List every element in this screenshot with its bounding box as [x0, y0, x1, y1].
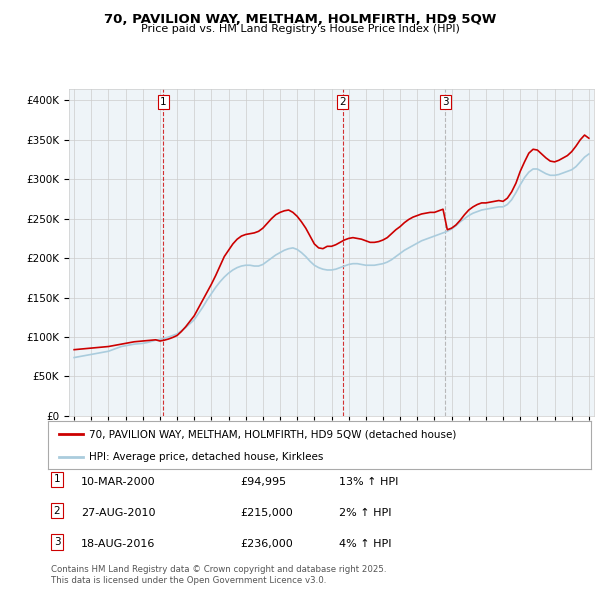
Text: 70, PAVILION WAY, MELTHAM, HOLMFIRTH, HD9 5QW (detached house): 70, PAVILION WAY, MELTHAM, HOLMFIRTH, HD…: [89, 429, 456, 439]
Text: Contains HM Land Registry data © Crown copyright and database right 2025.
This d: Contains HM Land Registry data © Crown c…: [51, 565, 386, 585]
Text: 10-MAR-2000: 10-MAR-2000: [81, 477, 155, 487]
Text: £236,000: £236,000: [240, 539, 293, 549]
Text: 13% ↑ HPI: 13% ↑ HPI: [339, 477, 398, 487]
Text: 3: 3: [53, 537, 61, 547]
Text: 27-AUG-2010: 27-AUG-2010: [81, 508, 155, 518]
Text: £215,000: £215,000: [240, 508, 293, 518]
Text: 18-AUG-2016: 18-AUG-2016: [81, 539, 155, 549]
Text: 4% ↑ HPI: 4% ↑ HPI: [339, 539, 391, 549]
Text: Price paid vs. HM Land Registry's House Price Index (HPI): Price paid vs. HM Land Registry's House …: [140, 24, 460, 34]
Text: 2% ↑ HPI: 2% ↑ HPI: [339, 508, 391, 518]
Text: £94,995: £94,995: [240, 477, 286, 487]
Text: 1: 1: [160, 97, 167, 107]
Text: 2: 2: [53, 506, 61, 516]
Text: 1: 1: [53, 474, 61, 484]
Text: 3: 3: [442, 97, 449, 107]
Text: 70, PAVILION WAY, MELTHAM, HOLMFIRTH, HD9 5QW: 70, PAVILION WAY, MELTHAM, HOLMFIRTH, HD…: [104, 13, 496, 26]
Text: HPI: Average price, detached house, Kirklees: HPI: Average price, detached house, Kirk…: [89, 452, 323, 462]
Text: 2: 2: [340, 97, 346, 107]
